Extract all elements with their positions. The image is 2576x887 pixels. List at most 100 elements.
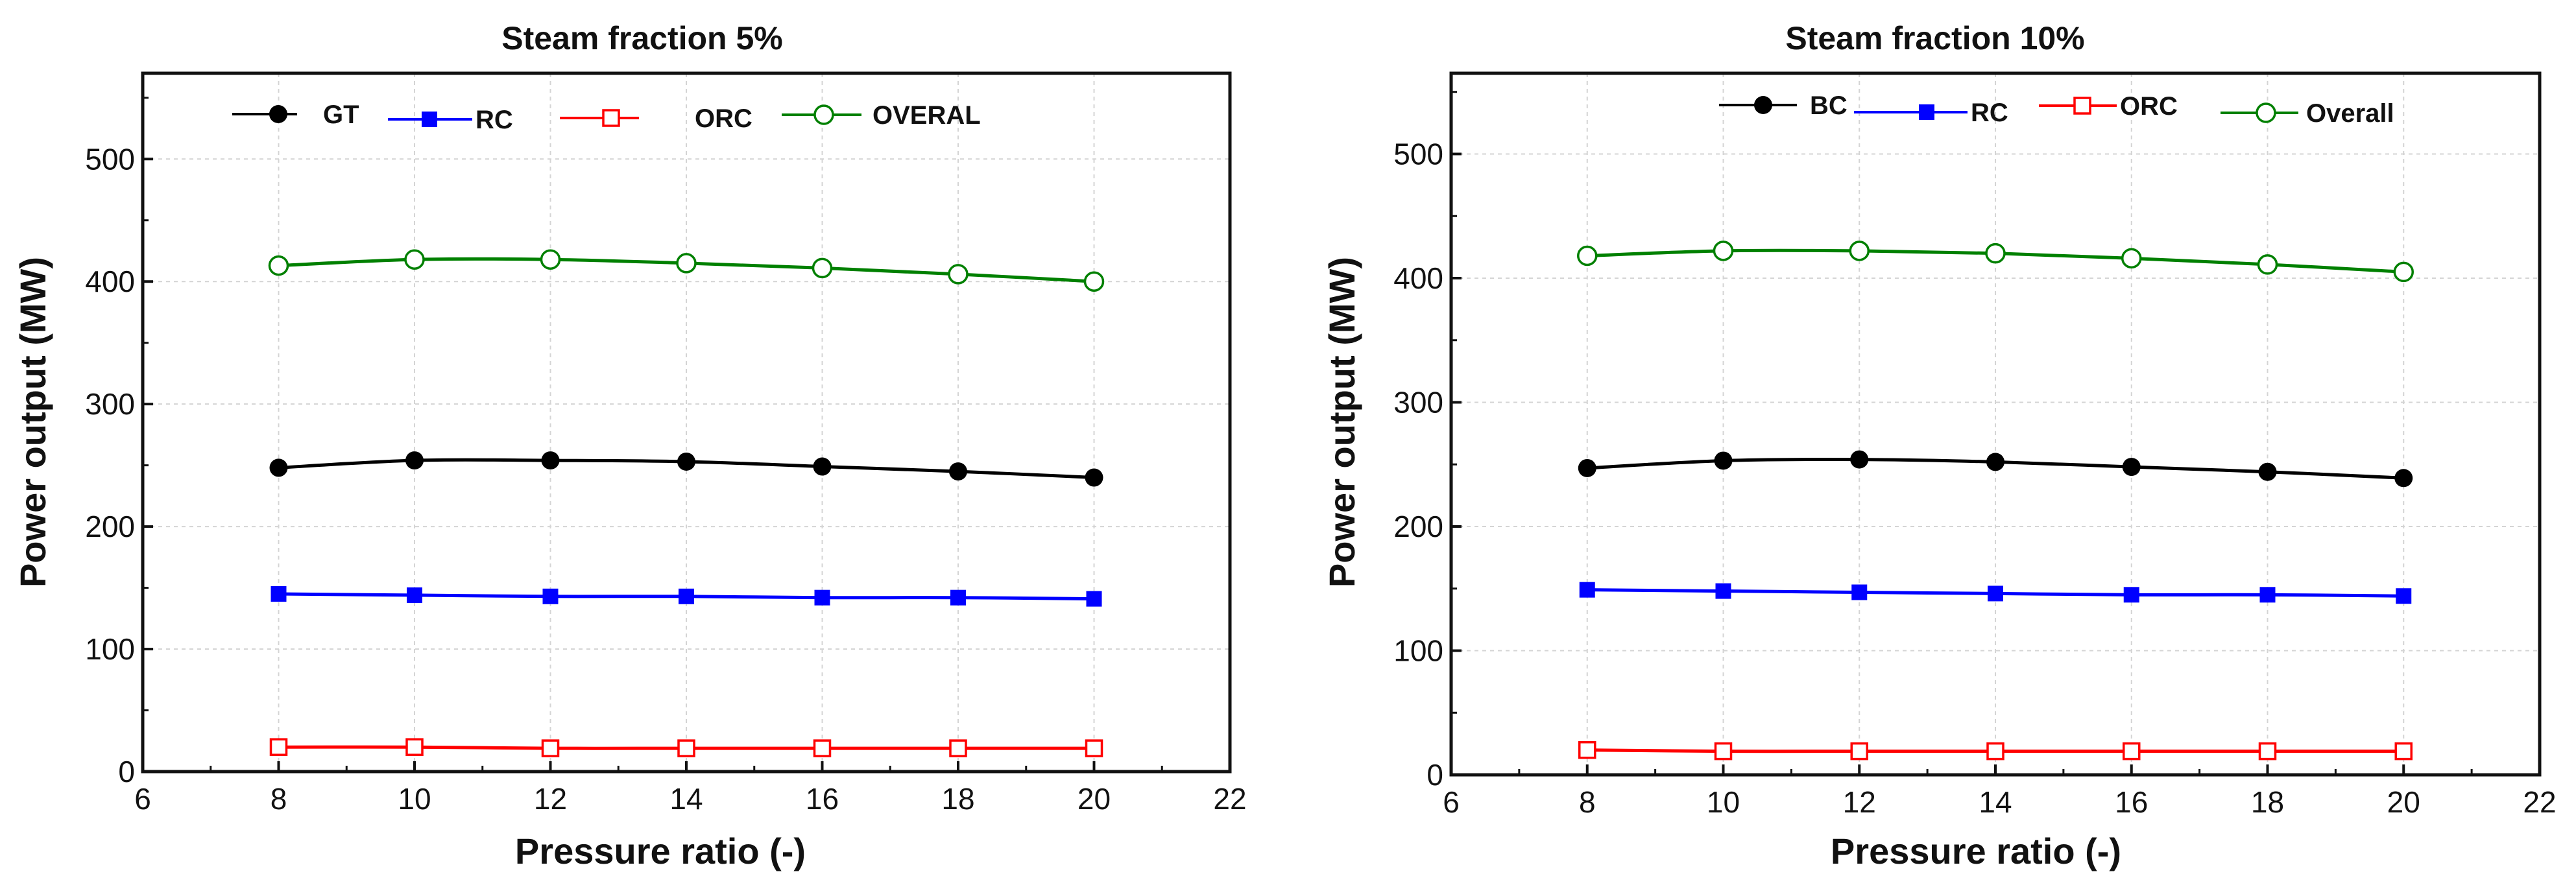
data-point-orc — [1850, 742, 1868, 761]
y-tick-label: 500 — [1393, 137, 1443, 171]
data-point-rc — [542, 588, 559, 604]
legend-item-overall: Overall — [2221, 99, 2394, 128]
data-point-bc — [2122, 458, 2141, 477]
y-axis-label: Power output (MW) — [1321, 257, 1362, 587]
legend-label-orc: ORC — [2120, 92, 2178, 121]
plot-marks — [1577, 241, 2414, 761]
y-tick-label: 400 — [1393, 261, 1443, 295]
legend: GT RC ORC OVERAL — [232, 101, 981, 134]
data-point-bc — [2394, 469, 2413, 488]
legend-item-overal: OVERAL — [782, 101, 981, 130]
legend-marker-overal — [813, 104, 834, 125]
legend-label-overall: Overall — [2306, 99, 2394, 128]
chart-title: Steam fraction 10% — [1785, 20, 2084, 56]
data-point-orc — [1085, 739, 1103, 757]
data-point-orc — [1986, 742, 2004, 761]
data-point-overal — [812, 257, 833, 279]
data-point-bc — [1714, 451, 1733, 470]
chart-steam-fraction-5: Steam fraction 5% 6 8 10 12 14 16 18 20 22 0 100 20… — [12, 20, 1247, 871]
data-point-rc — [1715, 583, 1731, 599]
legend-marker-orc — [602, 109, 620, 127]
data-point-overal — [948, 264, 969, 285]
data-point-overal — [540, 249, 561, 270]
data-point-gt — [677, 452, 695, 471]
x-tick-label: 12 — [1843, 785, 1876, 819]
chart-steam-fraction-10: Steam fraction 10% 6 8 10 12 14 16 18 20 22 0 100 2… — [1321, 20, 2557, 871]
data-point-rc — [1086, 591, 1102, 607]
legend-label-gt: GT — [323, 101, 359, 129]
y-tick-label: 100 — [85, 632, 135, 666]
x-tick-label: 18 — [2251, 785, 2284, 819]
data-point-orc — [949, 739, 967, 757]
legend-item-rc: RC — [388, 106, 513, 134]
x-tick-label: 14 — [1979, 785, 2012, 819]
x-tick-label: 16 — [806, 782, 839, 816]
x-axis-label: Pressure ratio (-) — [1831, 831, 2121, 871]
data-point-gt — [949, 462, 967, 481]
data-point-orc — [2123, 742, 2141, 761]
x-tick-label: 6 — [134, 782, 151, 816]
data-point-orc — [405, 738, 424, 756]
data-point-overall — [2393, 261, 2414, 283]
x-tick-label: 14 — [669, 782, 703, 816]
data-point-rc — [1988, 585, 2003, 602]
data-point-overal — [268, 255, 289, 276]
data-point-orc — [813, 739, 832, 757]
data-point-gt — [269, 458, 288, 477]
data-point-bc — [1986, 453, 2004, 471]
y-tick-label: 300 — [85, 387, 135, 421]
legend-item-orc: ORC — [560, 104, 752, 133]
x-tick-label: 8 — [271, 782, 287, 816]
y-tick-label: 500 — [85, 142, 135, 176]
data-point-bc — [1578, 458, 1596, 477]
x-tick-label: 20 — [2387, 785, 2420, 819]
data-point-rc — [950, 589, 966, 606]
x-tick-label: 20 — [1077, 782, 1111, 816]
data-point-orc — [1714, 742, 1733, 761]
legend-marker-rc — [422, 112, 437, 127]
data-point-overall — [1985, 242, 2006, 264]
legend-marker-overall — [2256, 102, 2276, 123]
legend-marker-bc — [1754, 96, 1772, 114]
x-tick-label: 12 — [534, 782, 567, 816]
legend-item-bc: BC — [1719, 91, 1848, 120]
x-tick-label: 18 — [941, 782, 974, 816]
gridlines — [143, 73, 1230, 772]
data-point-orc — [269, 738, 288, 756]
y-tick-label: 300 — [1393, 385, 1443, 419]
x-tick-label: 8 — [1579, 785, 1596, 819]
axis-ticks: 6 8 10 12 14 16 18 20 22 0 100 200 300 400 500 — [85, 97, 1247, 816]
data-point-rc — [271, 586, 287, 602]
data-point-rc — [679, 588, 694, 604]
x-axis-label: Pressure ratio (-) — [515, 831, 806, 871]
y-tick-label: 0 — [1426, 758, 1443, 792]
data-point-overall — [1849, 241, 1870, 261]
data-point-gt — [1085, 468, 1103, 487]
data-point-overall — [1577, 245, 1598, 266]
data-point-rc — [2123, 587, 2139, 603]
data-point-orc — [1578, 740, 1596, 759]
data-point-gt — [541, 451, 560, 470]
data-point-rc — [407, 587, 422, 603]
data-point-overal — [404, 249, 425, 270]
x-tick-label: 6 — [1443, 785, 1460, 819]
data-point-overal — [1083, 271, 1105, 292]
x-tick-label: 22 — [1213, 782, 1246, 816]
y-tick-label: 200 — [1393, 510, 1443, 543]
legend-label-overal: OVERAL — [873, 101, 981, 130]
legend-marker-gt — [269, 105, 287, 123]
data-point-orc — [677, 739, 695, 757]
legend-label-rc: RC — [475, 106, 513, 134]
y-tick-label: 0 — [118, 755, 135, 788]
axis-ticks: 6 8 10 12 14 16 18 20 22 0 100 200 300 400 500 — [1393, 91, 2557, 819]
legend-item-gt: GT — [232, 101, 359, 129]
x-tick-label: 22 — [2523, 785, 2556, 819]
data-point-rc — [814, 589, 830, 606]
data-point-orc — [541, 739, 560, 757]
data-point-gt — [813, 457, 832, 476]
legend-marker-orc — [2073, 97, 2091, 115]
data-point-orc — [2258, 742, 2277, 761]
data-point-overall — [2121, 248, 2142, 269]
